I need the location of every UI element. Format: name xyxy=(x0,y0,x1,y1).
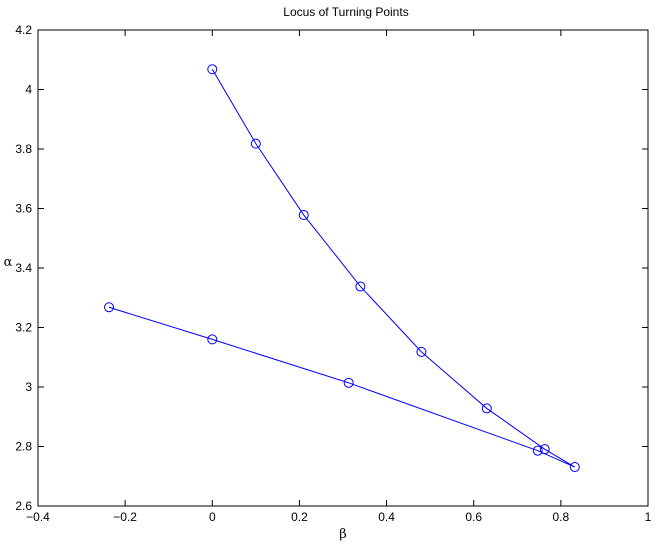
x-tick-label: −0.4 xyxy=(26,510,50,524)
y-tick-label: 4 xyxy=(25,83,32,97)
x-tick-label: 1 xyxy=(645,510,652,524)
y-tick-label: 3.2 xyxy=(15,321,32,335)
data-point-marker xyxy=(343,377,354,388)
y-tick-label: 4.2 xyxy=(15,23,32,37)
data-point-marker xyxy=(104,302,115,313)
x-axis-label: β xyxy=(339,527,347,542)
data-point-marker xyxy=(539,444,550,455)
data-point-marker xyxy=(355,281,366,292)
x-tick-label: 0.2 xyxy=(291,510,308,524)
x-tick-label: −0.2 xyxy=(113,510,137,524)
x-axis: −0.4 −0.2 0 0.2 0.4 0.6 0.8 1 xyxy=(26,30,652,524)
y-tick-label: 3.8 xyxy=(15,142,32,156)
y-tick-label: 3.6 xyxy=(15,202,32,216)
data-point-marker xyxy=(250,138,261,149)
series-line xyxy=(108,69,576,468)
plot-area: −0.4 −0.2 0 0.2 0.4 0.6 0.8 1 2.6 2.8 3 3.2 3.4 3.6 3… xyxy=(15,23,651,524)
data-point-marker xyxy=(298,210,309,221)
chart-title: Locus of Turning Points xyxy=(283,5,408,19)
data-point-marker xyxy=(481,403,492,414)
series-layer xyxy=(104,64,580,473)
x-tick-label: 0.6 xyxy=(465,510,482,524)
y-tick-label: 3.4 xyxy=(15,261,32,275)
data-point-marker xyxy=(207,334,218,345)
x-tick-label: 0.8 xyxy=(553,510,570,524)
y-tick-label: 3 xyxy=(25,380,32,394)
x-tick-label: 0.4 xyxy=(378,510,395,524)
axes-box xyxy=(37,29,649,507)
y-tick-label: 2.6 xyxy=(15,499,32,513)
y-tick-label: 2.8 xyxy=(15,440,32,454)
data-point-marker xyxy=(416,346,427,357)
y-axis-label: α xyxy=(4,255,13,270)
data-point-marker xyxy=(207,64,218,75)
y-axis: 2.6 2.8 3 3.2 3.4 3.6 3.8 4 4.2 xyxy=(15,23,648,513)
x-tick-label: 0 xyxy=(209,510,216,524)
data-point-marker xyxy=(569,462,580,473)
data-point-marker xyxy=(532,445,543,456)
